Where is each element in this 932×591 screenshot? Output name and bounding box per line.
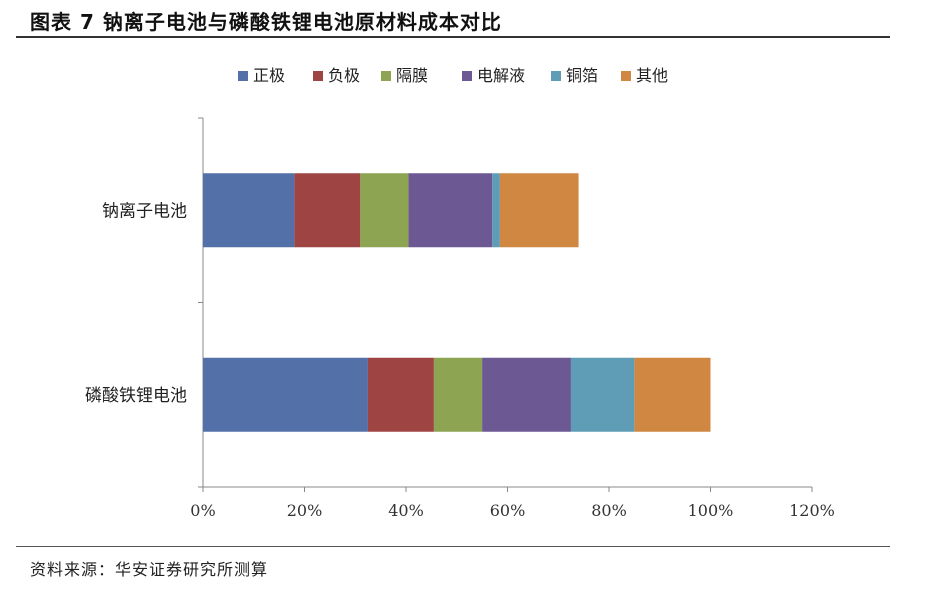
legend-swatch — [462, 71, 472, 81]
bar-segment — [570, 357, 635, 432]
x-tick-label: 120% — [789, 501, 835, 520]
bar-segment — [203, 357, 368, 432]
x-tick-label: 80% — [591, 501, 627, 520]
legend-swatch — [238, 71, 248, 81]
legend-swatch — [621, 71, 631, 81]
legend: 正极 负极 隔膜 电解液 铜箔 其他 — [238, 66, 668, 85]
legend-label: 其他 — [636, 66, 668, 85]
x-tick-label: 20% — [287, 501, 323, 520]
category-label: 钠离子电池 — [102, 201, 187, 221]
bar-segment — [492, 173, 500, 248]
legend-label: 隔膜 — [396, 66, 428, 85]
bar-segment — [634, 357, 711, 432]
legend-label: 电解液 — [477, 66, 525, 85]
bar-segment — [203, 173, 295, 248]
source-divider — [16, 546, 890, 547]
legend-label: 铜箔 — [566, 66, 598, 85]
bar-segment — [367, 357, 434, 432]
bars — [203, 173, 711, 432]
category-label: 磷酸铁锂电池 — [85, 386, 187, 406]
bar-segment — [360, 173, 409, 248]
x-tick-label: 60% — [490, 501, 526, 520]
bar-segment — [433, 357, 483, 432]
legend-swatch — [381, 71, 391, 81]
x-tick-label: 40% — [388, 501, 424, 520]
legend-swatch — [551, 71, 561, 81]
x-tick-label: 0% — [190, 501, 215, 520]
source-note: 资料来源：华安证券研究所测算 — [30, 560, 269, 579]
legend-swatch — [313, 71, 323, 81]
title-divider — [16, 36, 890, 38]
legend-label: 正极 — [253, 66, 285, 85]
figure-title: 图表 7 钠离子电池与磷酸铁锂电池原材料成本对比 — [30, 10, 502, 34]
bar-segment — [408, 173, 493, 248]
bar-segment — [499, 173, 579, 248]
legend-label: 负极 — [328, 66, 360, 85]
bar-segment — [482, 357, 571, 432]
bar-segment — [294, 173, 361, 248]
x-tick-label: 100% — [688, 501, 734, 520]
